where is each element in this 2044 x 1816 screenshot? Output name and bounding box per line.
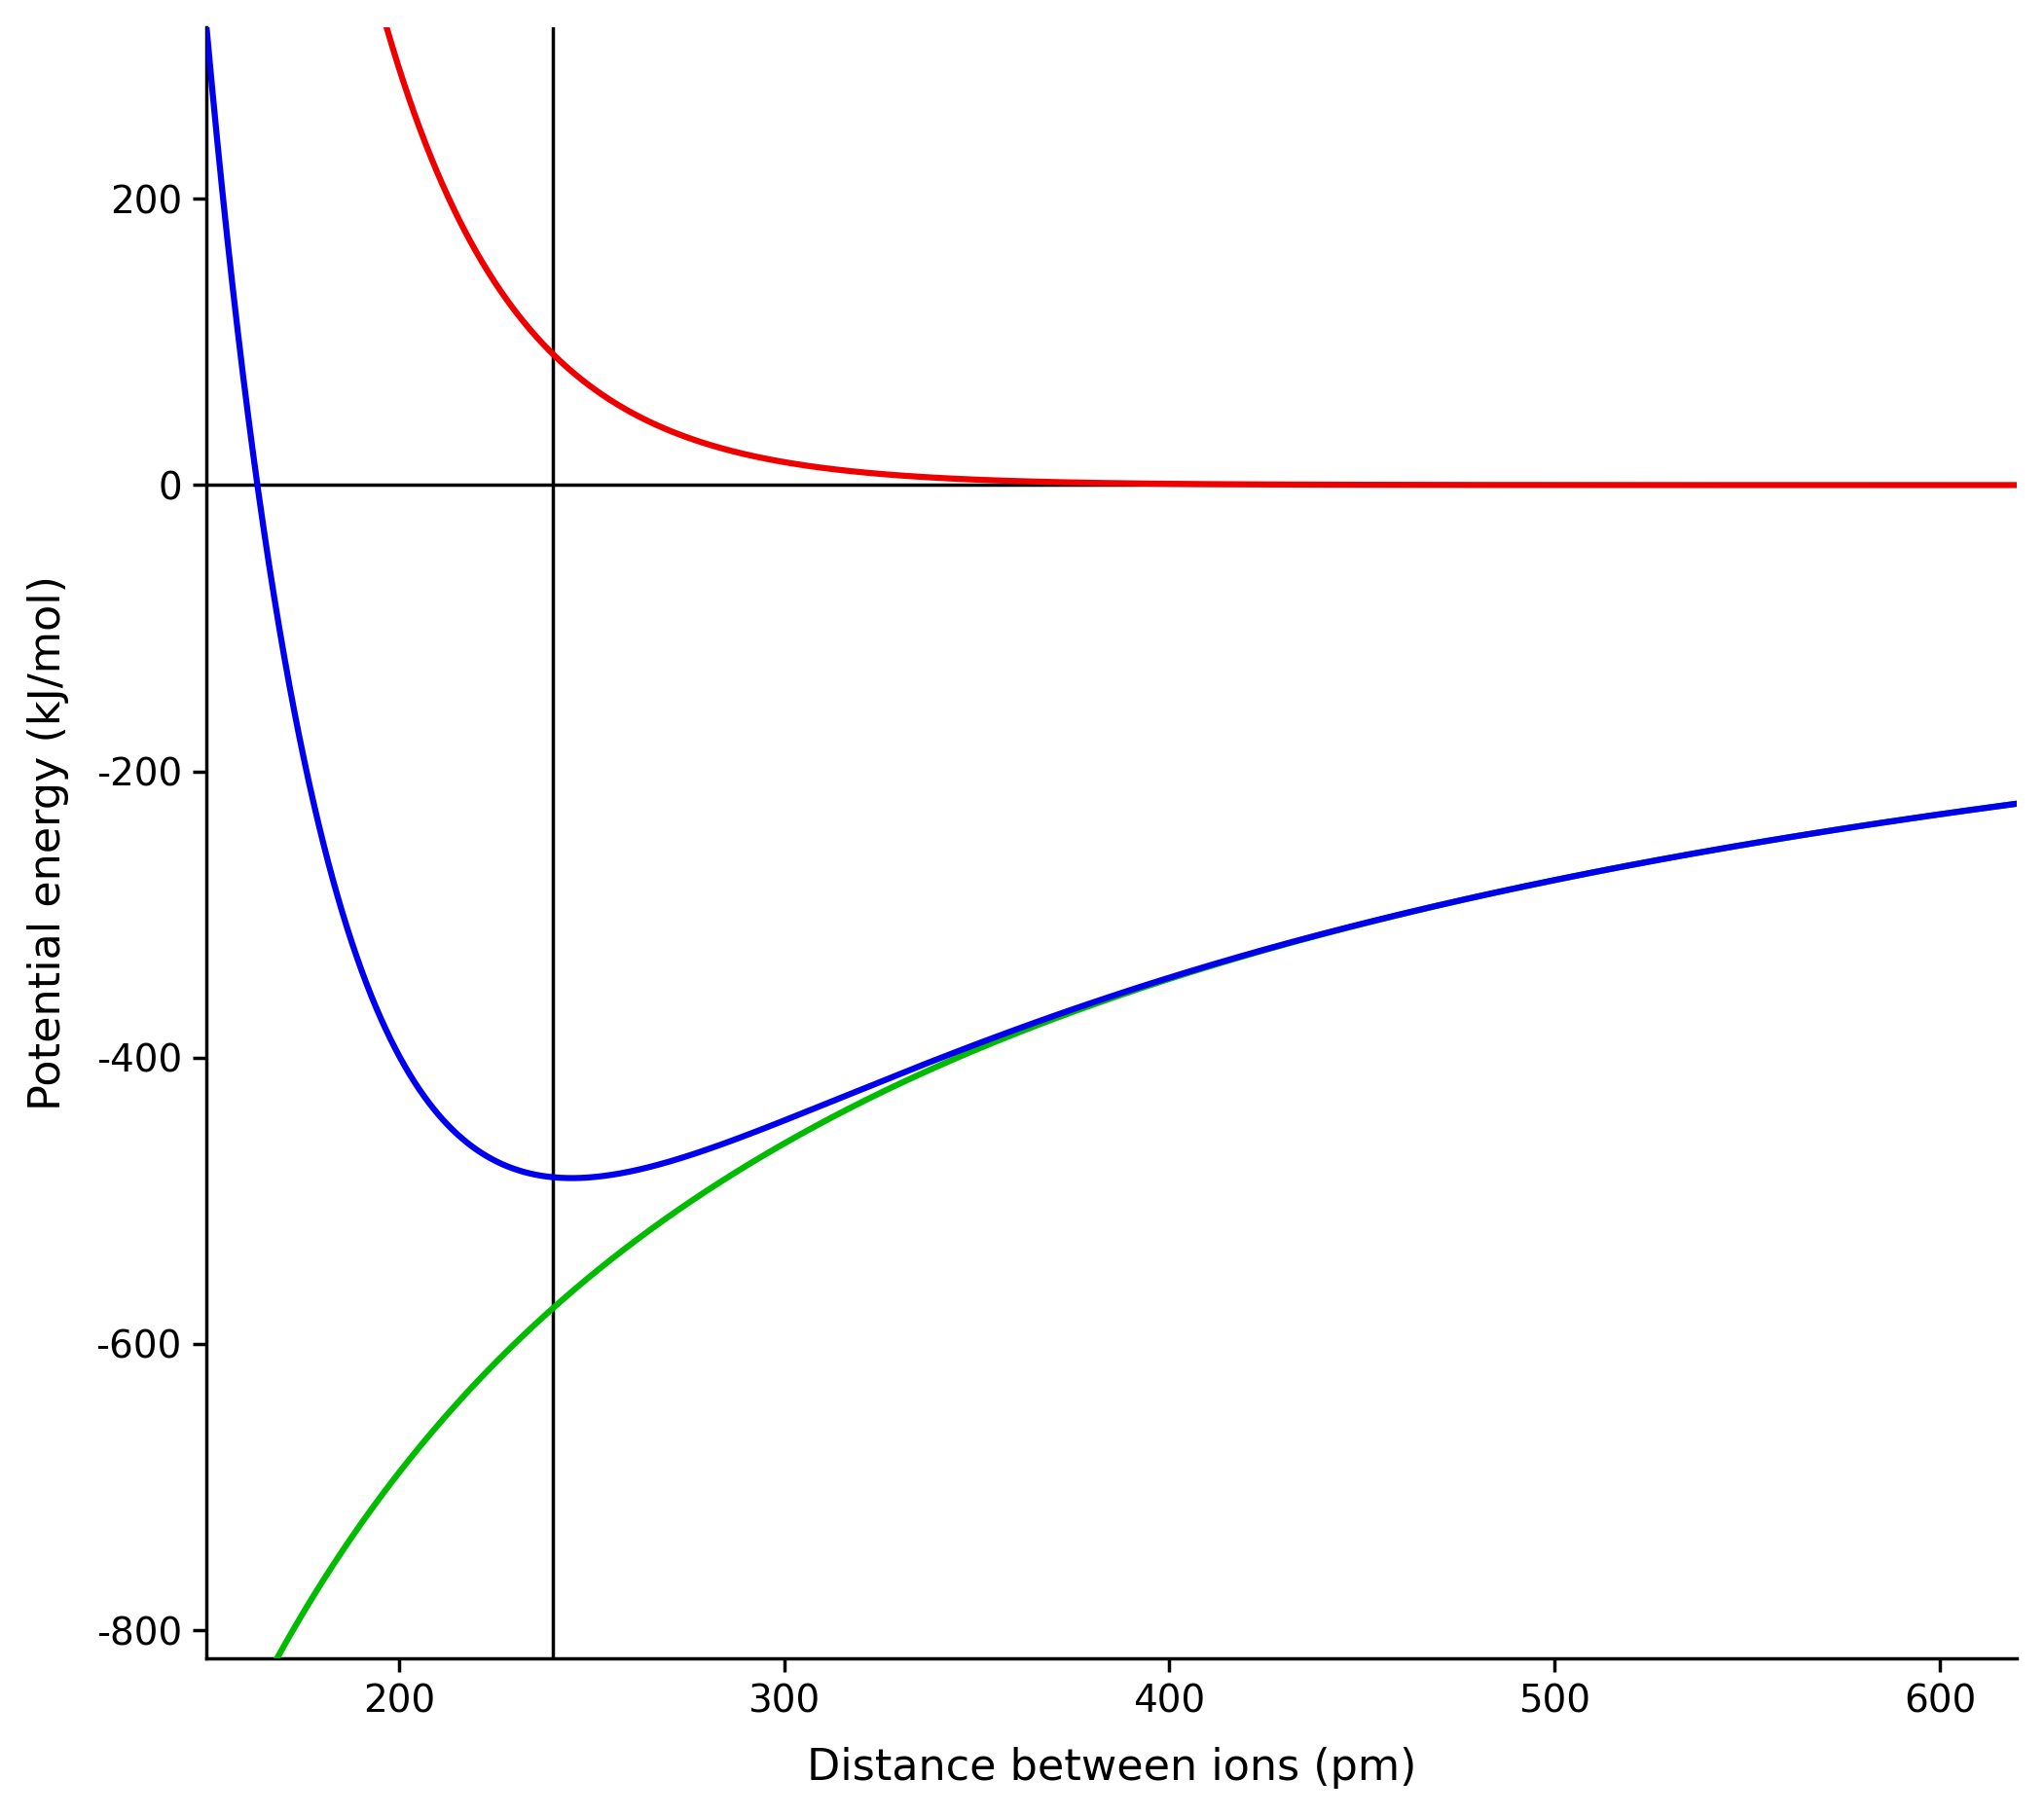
X-axis label: Distance between ions (pm): Distance between ions (pm) — [807, 1747, 1416, 1789]
Y-axis label: Potential energy (kJ/mol): Potential energy (kJ/mol) — [27, 576, 69, 1110]
